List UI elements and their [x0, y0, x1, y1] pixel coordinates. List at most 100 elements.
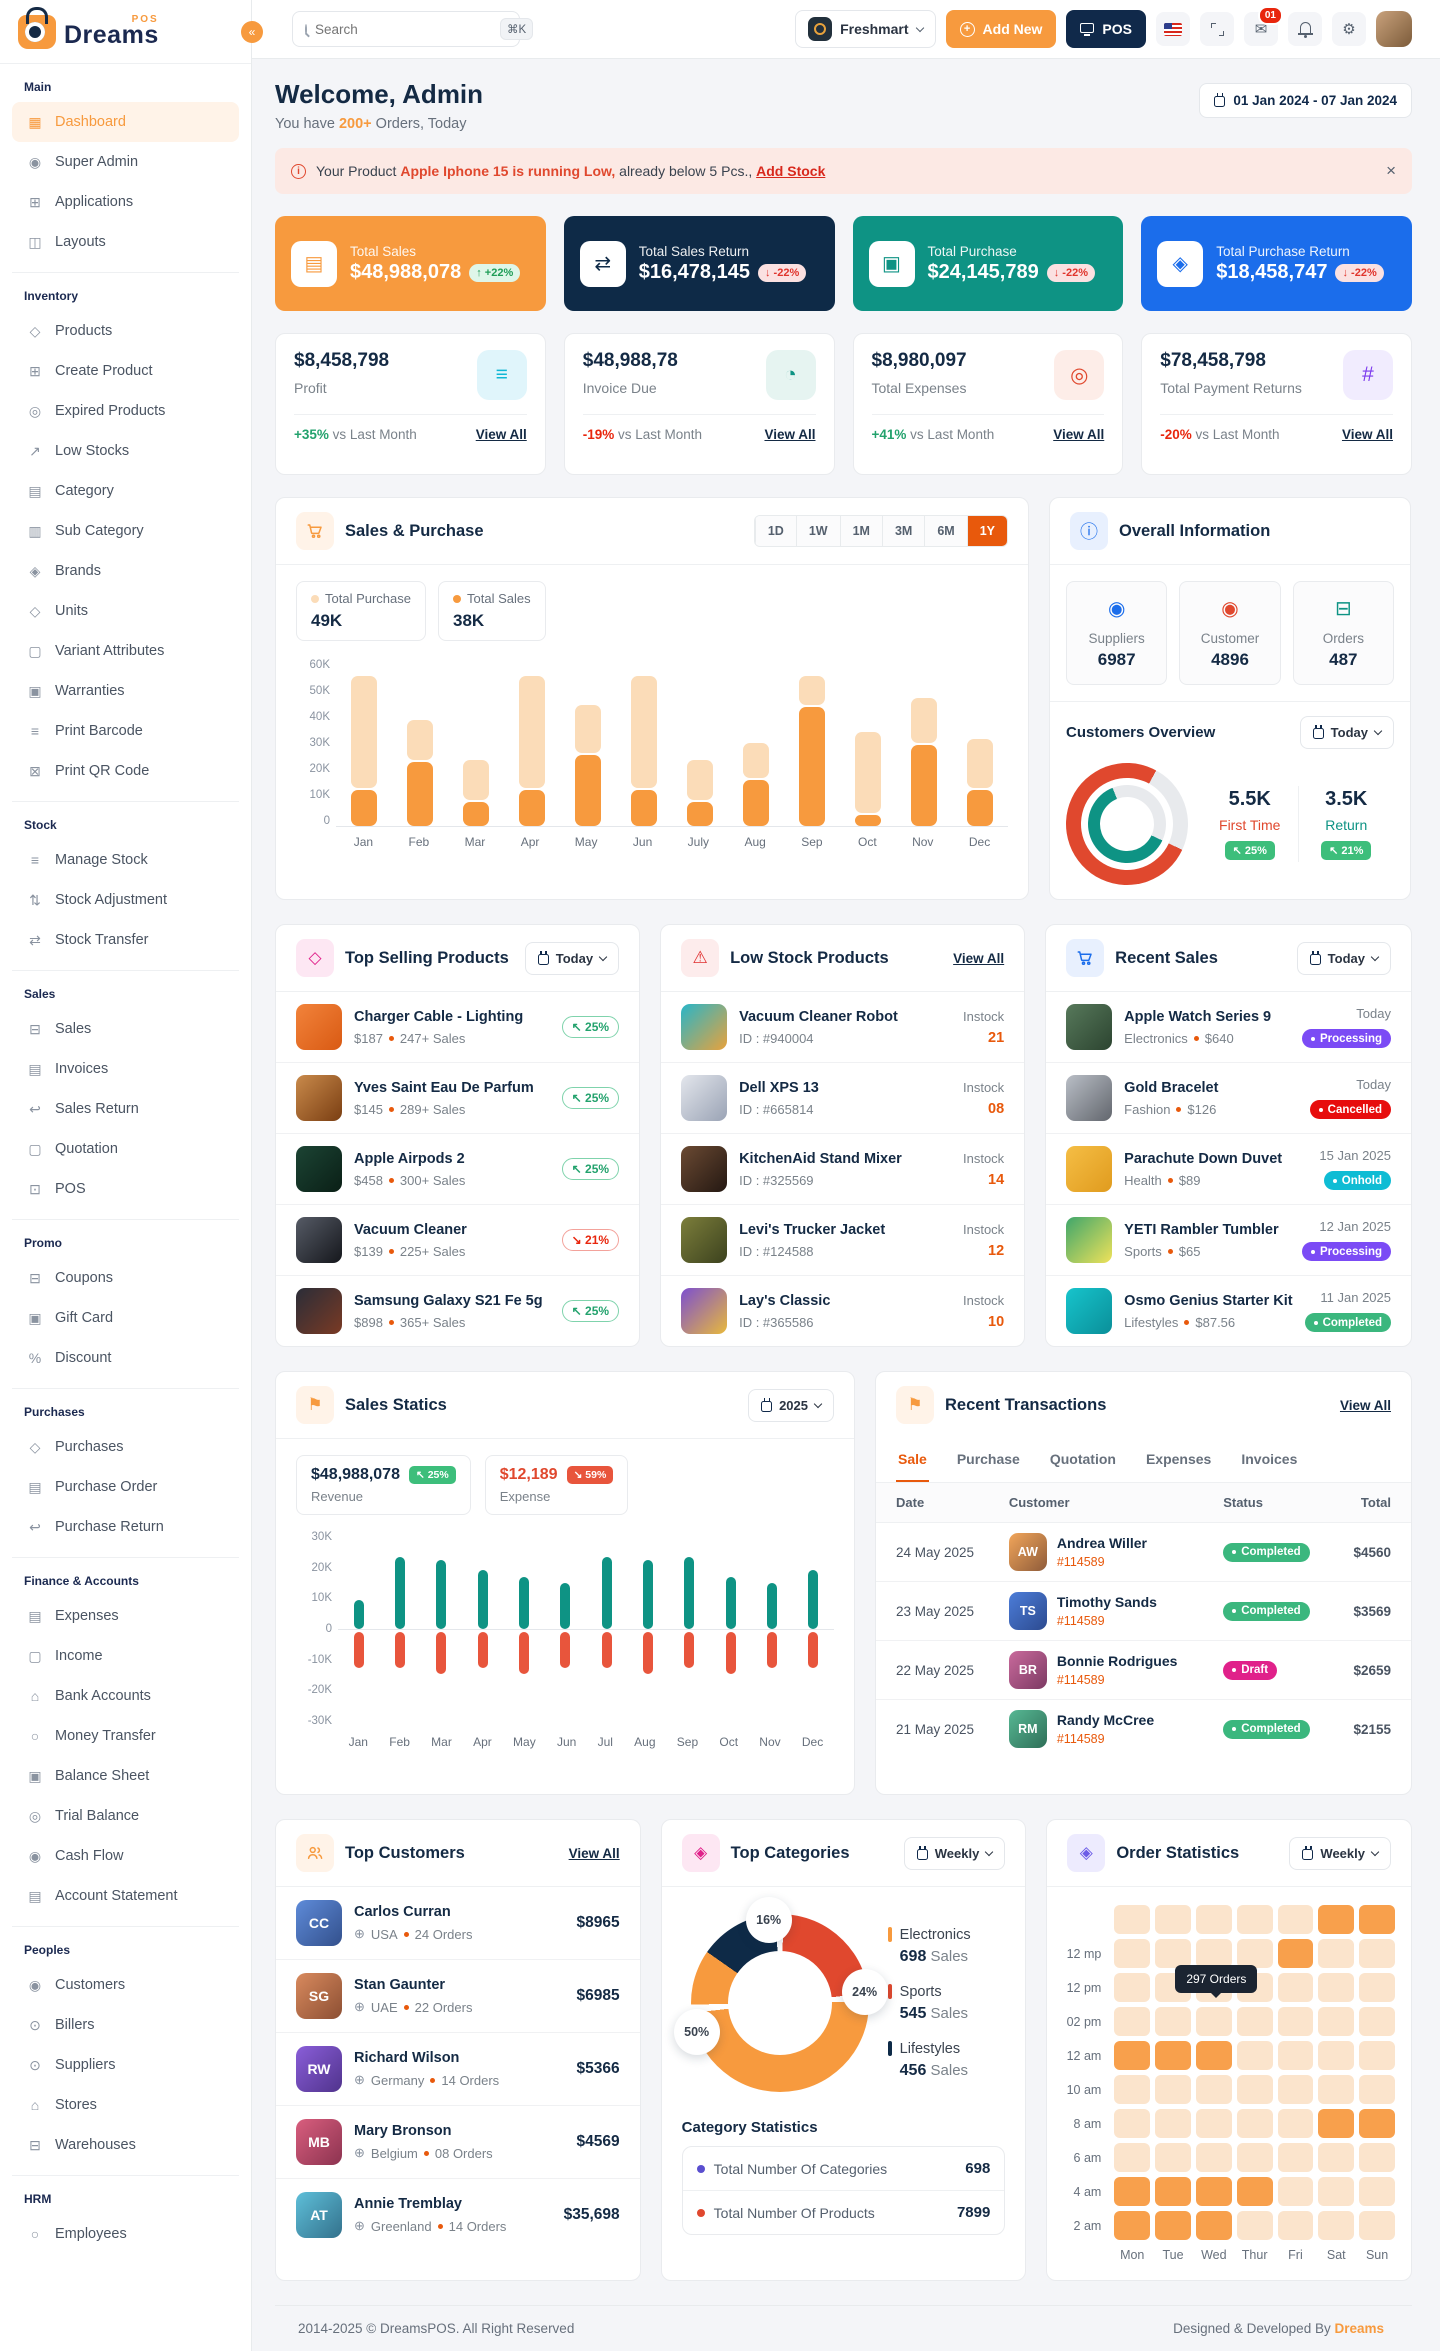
sidebar-item[interactable]: ▣ Gift Card — [12, 1298, 239, 1338]
heatmap-cell[interactable] — [1277, 2109, 1314, 2138]
sidebar-item[interactable]: ⌂ Stores — [12, 2085, 239, 2125]
user-avatar[interactable] — [1376, 11, 1412, 47]
date-range-picker[interactable]: 01 Jan 2024 - 07 Jan 2024 — [1199, 83, 1412, 118]
customer-row[interactable]: CC Carlos Curran ⊕ USA 24 Orders $8965 — [276, 1887, 640, 1960]
heatmap-cell[interactable] — [1114, 2177, 1151, 2206]
product-row[interactable]: KitchenAid Stand Mixer ID : #325569 Inst… — [661, 1134, 1025, 1205]
heatmap-cell[interactable] — [1318, 2007, 1355, 2036]
sidebar-item[interactable]: ◎ Expired Products — [12, 391, 239, 431]
heatmap-cell[interactable] — [1114, 2109, 1151, 2138]
sidebar-item[interactable]: ↩ Sales Return — [12, 1089, 239, 1129]
product-row[interactable]: Vacuum Cleaner Robot ID : #940004 Instoc… — [661, 992, 1025, 1063]
product-row[interactable]: Dell XPS 13 ID : #665814 Instock 08 — [661, 1063, 1025, 1134]
heatmap-cell[interactable] — [1236, 2211, 1273, 2240]
heatmap-cell[interactable] — [1359, 1905, 1395, 1934]
heatmap-cell[interactable] — [1114, 2007, 1151, 2036]
heatmap-cell[interactable] — [1236, 1905, 1273, 1934]
period-selector[interactable]: Today — [1296, 941, 1391, 975]
heatmap-cell[interactable] — [1277, 2177, 1314, 2206]
heatmap-cell[interactable] — [1277, 2075, 1314, 2104]
sidebar-item[interactable]: ◇ Purchases — [12, 1427, 239, 1467]
heatmap-cell[interactable] — [1359, 2007, 1395, 2036]
year-selector[interactable]: 2025 — [748, 1388, 834, 1422]
heatmap-cell[interactable] — [1236, 2109, 1273, 2138]
product-row[interactable]: Levi's Trucker Jacket ID : #124588 Insto… — [661, 1205, 1025, 1276]
sidebar-item[interactable]: ⊙ Billers — [12, 2005, 239, 2045]
add-new-button[interactable]: + Add New — [945, 10, 1057, 48]
customer-row[interactable]: SG Stan Gaunter ⊕ UAE 22 Orders $6985 — [276, 1960, 640, 2033]
notifications-button[interactable] — [1288, 12, 1322, 46]
view-all-link[interactable]: View All — [1053, 427, 1105, 442]
heatmap-cell[interactable] — [1236, 2041, 1273, 2070]
sidebar-collapse-button[interactable]: « — [241, 21, 263, 43]
sale-row[interactable]: Apple Watch Series 9 Electronics $640 Tod… — [1046, 992, 1411, 1063]
table-row[interactable]: 24 May 2025 AW Andrea Willer #114589 Comp… — [876, 1522, 1411, 1582]
sidebar-item[interactable]: ▦ Dashboard — [12, 102, 239, 142]
heatmap-cell[interactable] — [1236, 2177, 1273, 2206]
sidebar-item[interactable]: ○ Employees — [12, 2214, 239, 2254]
sidebar-item[interactable]: ⊠ Print QR Code — [12, 751, 239, 791]
heatmap-cell[interactable] — [1359, 2143, 1395, 2172]
sidebar-item[interactable]: ◇ Units — [12, 591, 239, 631]
sidebar-item[interactable]: ≡ Print Barcode — [12, 711, 239, 751]
store-selector[interactable]: Freshmart — [795, 10, 936, 48]
sidebar-item[interactable]: ⌂ Bank Accounts — [12, 1676, 239, 1716]
heatmap-cell[interactable] — [1318, 2211, 1355, 2240]
product-row[interactable]: Lay's Classic ID : #365586 Instock 10 — [661, 1276, 1024, 1346]
pos-button[interactable]: POS — [1066, 10, 1146, 48]
add-stock-link[interactable]: Add Stock — [756, 163, 826, 179]
heatmap-cell[interactable] — [1318, 2109, 1355, 2138]
heatmap-cell[interactable] — [1155, 2075, 1191, 2104]
table-row[interactable]: 23 May 2025 TS Timothy Sands #114589 Comp… — [876, 1581, 1411, 1641]
view-all-link[interactable]: View All — [764, 427, 816, 442]
sidebar-item[interactable]: ▤ Expenses — [12, 1596, 239, 1636]
heatmap-cell[interactable] — [1359, 2075, 1395, 2104]
heatmap-cell[interactable] — [1236, 1939, 1273, 1968]
heatmap-cell[interactable] — [1359, 2109, 1395, 2138]
range-button[interactable]: 1D — [754, 516, 796, 546]
heatmap-cell[interactable] — [1195, 2143, 1232, 2172]
sidebar-item[interactable]: ▣ Balance Sheet — [12, 1756, 239, 1796]
product-row[interactable]: Apple Airpods 2 $458 300+ Sales ↖ 25% — [276, 1134, 640, 1205]
sidebar-item[interactable]: ↗ Low Stocks — [12, 431, 239, 471]
product-row[interactable]: Samsung Galaxy S21 Fe 5g $898 365+ Sales … — [276, 1276, 639, 1346]
product-row[interactable]: Charger Cable - Lighting $187 247+ Sales … — [276, 992, 640, 1063]
customer-row[interactable]: AT Annie Tremblay ⊕ Greenland 14 Orders $3… — [276, 2179, 640, 2251]
heatmap-cell[interactable] — [1236, 2007, 1273, 2036]
sidebar-item[interactable]: ⊙ Suppliers — [12, 2045, 239, 2085]
range-button[interactable]: 3M — [881, 516, 925, 546]
heatmap-cell[interactable] — [1277, 2007, 1314, 2036]
sidebar-item[interactable]: ⊡ POS — [12, 1169, 239, 1209]
sidebar-item[interactable]: ◫ Layouts — [12, 222, 239, 262]
tab[interactable]: Purchase — [956, 1451, 1020, 1467]
summary-card[interactable]: ◈ Total Purchase Return $18,458,747 ↓ -22… — [1141, 216, 1412, 311]
heatmap-cell[interactable] — [1318, 2143, 1355, 2172]
period-selector[interactable]: Today — [1299, 716, 1394, 749]
period-selector[interactable]: Weekly — [903, 1836, 1006, 1870]
summary-card[interactable]: ⇄ Total Sales Return $16,478,145 ↓ -22% — [563, 216, 835, 311]
period-selector[interactable]: Today — [524, 941, 620, 975]
range-button[interactable]: 1M — [839, 516, 882, 546]
sidebar-item[interactable]: ◎ Trial Balance — [12, 1796, 239, 1836]
view-all-link[interactable]: View All — [568, 1845, 620, 1861]
view-all-link[interactable]: View All — [953, 950, 1005, 966]
sidebar-item[interactable]: ▤ Category — [12, 471, 239, 511]
heatmap-cell[interactable] — [1195, 2007, 1232, 2036]
heatmap-cell[interactable] — [1318, 2041, 1355, 2070]
close-icon[interactable]: × — [1386, 161, 1396, 180]
heatmap-cell[interactable] — [1195, 2177, 1232, 2206]
search-field[interactable] — [315, 21, 492, 37]
heatmap-cell[interactable] — [1155, 1939, 1191, 1968]
tab[interactable]: Expenses — [1145, 1451, 1212, 1467]
heatmap-cell[interactable] — [1155, 2177, 1191, 2206]
sidebar-item[interactable]: ⊟ Sales — [12, 1009, 239, 1049]
heatmap-cell[interactable] — [1155, 2211, 1191, 2240]
tab[interactable]: Quotation — [1049, 1451, 1116, 1467]
summary-card[interactable]: ▣ Total Purchase $24,145,789 ↓ -22% — [852, 216, 1124, 311]
heatmap-cell[interactable] — [1195, 2109, 1232, 2138]
heatmap-cell[interactable] — [1359, 2211, 1395, 2240]
heatmap-cell[interactable] — [1114, 2211, 1151, 2240]
sidebar-item[interactable]: ▥ Sub Category — [12, 511, 239, 551]
table-row[interactable]: 21 May 2025 RM Randy McCree #114589 Compl… — [896, 1710, 1391, 1748]
period-selector[interactable]: Weekly — [1289, 1836, 1391, 1870]
